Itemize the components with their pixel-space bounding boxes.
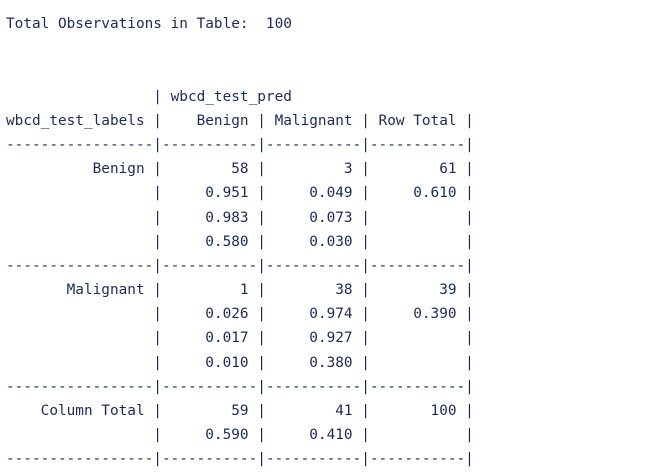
crosstable-line <box>6 60 654 84</box>
crosstable-line: | 0.580 | 0.030 | | <box>6 233 483 250</box>
crosstable-line: | wbcd_test_pred <box>6 88 301 105</box>
crosstable-line: | 0.951 | 0.049 | 0.610 | <box>6 185 483 202</box>
crosstable-line: | 0.983 | 0.073 | | <box>6 209 483 226</box>
total-observations-line: Total Observations in Table: 100 <box>6 16 292 32</box>
crosstable-line: -----------------|-----------|----------… <box>6 451 474 468</box>
crosstable-line: -----------------|-----------|----------… <box>6 136 474 153</box>
crosstable-line: -----------------|-----------|----------… <box>6 378 474 395</box>
crosstable-line <box>6 36 654 60</box>
crosstable-line: | 0.590 | 0.410 | | <box>6 427 483 444</box>
crosstable-line: Column Total | 59 | 41 | 100 | <box>6 403 483 419</box>
crosstable-line: -----------------|-----------|----------… <box>6 257 474 274</box>
crosstable-line: Benign | 58 | 3 | 61 | <box>6 161 483 178</box>
crosstable: | wbcd_test_pred wbcd_test_labels | Beni… <box>6 36 654 471</box>
crosstable-line: | 0.026 | 0.974 | 0.390 | <box>6 306 483 323</box>
crosstable-line: Malignant | 1 | 38 | 39 | <box>6 282 483 299</box>
console-output: Total Observations in Table: 100 | wbcd_… <box>6 12 654 472</box>
crosstable-line: wbcd_test_labels | Benign | Malignant | … <box>6 112 483 129</box>
crosstable-line: | 0.010 | 0.380 | | <box>6 354 483 371</box>
crosstable-line: | 0.017 | 0.927 | | <box>6 330 483 347</box>
